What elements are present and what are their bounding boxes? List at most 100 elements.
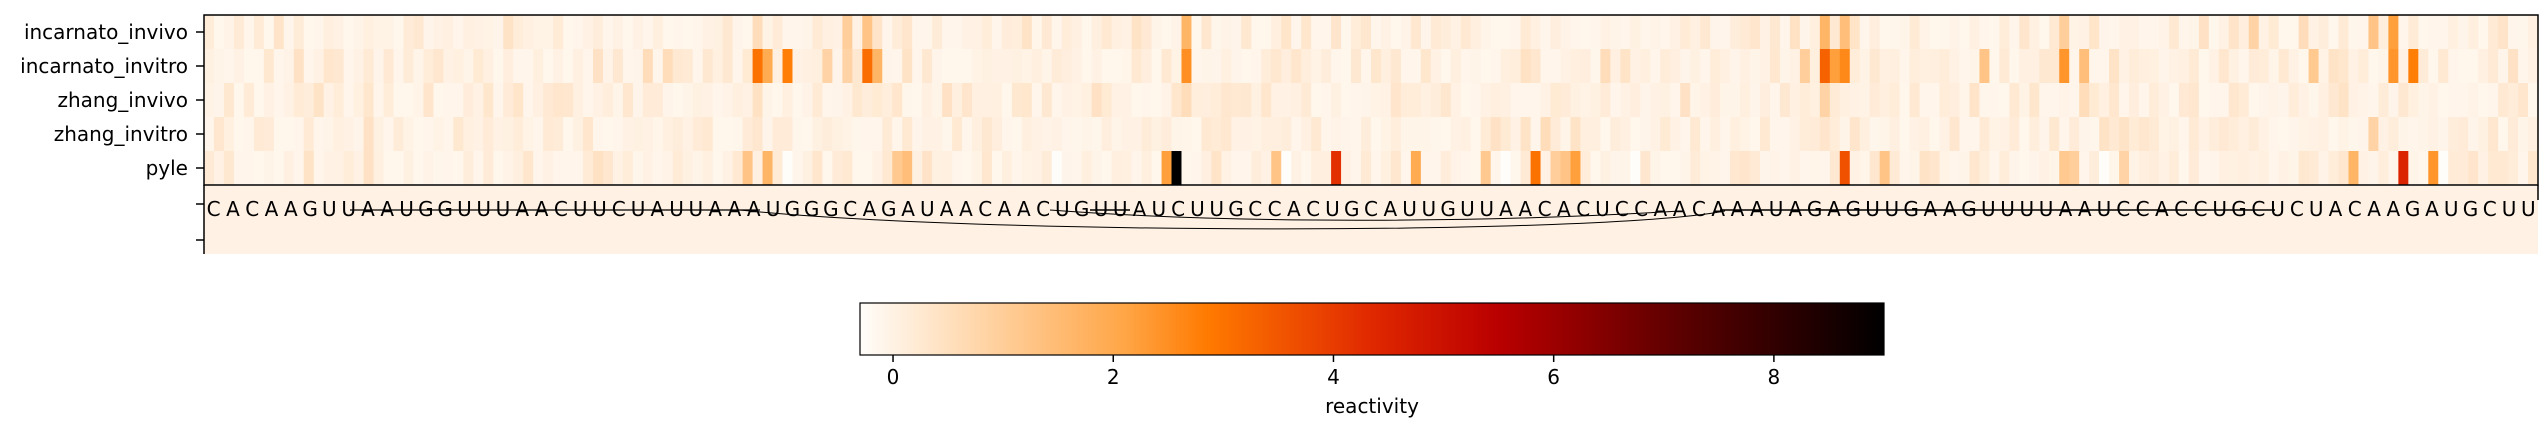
heatmap-cell <box>513 49 524 84</box>
heatmap-cell <box>1301 151 1312 186</box>
heatmap-cell <box>922 117 933 152</box>
heatmap-cell <box>1700 49 1711 84</box>
heatmap-cell <box>652 83 664 118</box>
heatmap-cell <box>1241 83 1252 118</box>
heatmap-cell <box>952 83 963 118</box>
heatmap-cell <box>1899 49 1911 84</box>
heatmap-cell <box>1231 151 1242 186</box>
heatmap-cell <box>772 151 783 186</box>
heatmap-cell <box>882 83 893 118</box>
sequence-letter: C <box>1364 197 1378 221</box>
heatmap-cell <box>1979 151 1990 186</box>
heatmap-cell <box>642 117 654 152</box>
sequence-letter: C <box>1615 197 1629 221</box>
heatmap-cell <box>1221 117 1232 152</box>
heatmap-cell <box>2348 151 2359 186</box>
heatmap-cell <box>1500 49 1512 84</box>
heatmap-cell <box>2149 83 2160 118</box>
heatmap-cell <box>2398 117 2409 152</box>
heatmap-cell <box>772 117 783 152</box>
sequence-letter: A <box>1557 197 1571 221</box>
heatmap-cell <box>533 83 544 118</box>
heatmap-cell <box>1201 49 1212 84</box>
heatmap-cell <box>553 15 564 50</box>
heatmap-cell <box>283 49 295 84</box>
sequence-letter: A <box>284 197 298 221</box>
heatmap-cell <box>652 117 664 152</box>
heatmap-cell <box>2378 83 2389 118</box>
sequence-letter: G <box>823 197 839 221</box>
heatmap-cell <box>403 117 414 152</box>
sequence-letter: A <box>1383 197 1397 221</box>
heatmap-cell <box>1969 151 1980 186</box>
sequence-letter: A <box>998 197 1012 221</box>
heatmap-cell <box>563 49 574 84</box>
heatmap-cell <box>2029 49 2040 84</box>
heatmap-cell <box>2278 151 2290 186</box>
heatmap-cell <box>1630 83 1641 118</box>
heatmap-cell <box>2139 151 2150 186</box>
heatmap-cell <box>433 83 444 118</box>
heatmap-cell <box>752 151 763 186</box>
heatmap-cell <box>1371 15 1382 50</box>
heatmap-cell <box>692 15 704 50</box>
heatmap-cell <box>922 83 933 118</box>
heatmap-cell <box>1580 117 1591 152</box>
heatmap-cell <box>2418 83 2429 118</box>
heatmap-cell <box>1101 151 1113 186</box>
heatmap-cell <box>593 15 604 50</box>
heatmap-cell <box>722 83 734 118</box>
heatmap-cell <box>403 83 414 118</box>
heatmap-cell <box>2188 83 2200 118</box>
heatmap-cell <box>1321 151 1332 186</box>
sequence-letter: G <box>1845 197 1861 221</box>
heatmap-cell <box>2268 83 2280 118</box>
heatmap-cell <box>1041 15 1053 50</box>
heatmap-cell <box>1261 49 1272 84</box>
heatmap-cell <box>2158 15 2170 50</box>
heatmap-cell <box>253 83 265 118</box>
heatmap-cell <box>2338 83 2349 118</box>
heatmap-cell <box>1540 83 1551 118</box>
heatmap-cell <box>2478 117 2489 152</box>
heatmap-cell <box>1141 151 1152 186</box>
heatmap-cell <box>1760 15 1771 50</box>
heatmap-cell <box>1151 15 1162 50</box>
heatmap-cell <box>822 151 833 186</box>
heatmap-cell <box>1281 117 1292 152</box>
sequence-letter: A <box>747 197 761 221</box>
heatmap-cell <box>662 83 674 118</box>
heatmap-cell <box>892 117 903 152</box>
heatmap-cell <box>283 15 295 50</box>
heatmap-cell <box>1700 83 1711 118</box>
heatmap-cell <box>1939 15 1950 50</box>
heatmap-cell <box>2298 83 2309 118</box>
colorbar-tick-label: 2 <box>1107 365 1120 389</box>
heatmap-cell <box>383 83 394 118</box>
heatmap-cell <box>1929 117 1940 152</box>
row-label: incarnato_invivo <box>24 20 188 44</box>
heatmap-cell <box>792 83 803 118</box>
heatmap-cell <box>682 117 694 152</box>
heatmap-cell <box>1291 151 1302 186</box>
sequence-letter: C <box>1268 197 1282 221</box>
heatmap-cell <box>2089 83 2100 118</box>
heatmap-cell <box>652 49 664 84</box>
heatmap-cell <box>433 49 444 84</box>
heatmap-cell <box>1510 83 1522 118</box>
heatmap-cell <box>1031 83 1043 118</box>
heatmap-cell <box>952 15 963 50</box>
heatmap-cell <box>1779 151 1791 186</box>
heatmap-cell <box>2388 83 2399 118</box>
heatmap-cell <box>1041 151 1053 186</box>
heatmap-cell <box>632 83 644 118</box>
heatmap-cell <box>1869 83 1881 118</box>
heatmap-cell <box>393 83 404 118</box>
sequence-letter: C <box>1692 197 1706 221</box>
sequence-letter: U <box>689 197 704 221</box>
heatmap-cell <box>1410 83 1422 118</box>
heatmap-cell <box>922 15 933 50</box>
sequence-letter: C <box>207 197 221 221</box>
heatmap-cell <box>912 15 923 50</box>
heatmap-cell <box>1261 151 1272 186</box>
